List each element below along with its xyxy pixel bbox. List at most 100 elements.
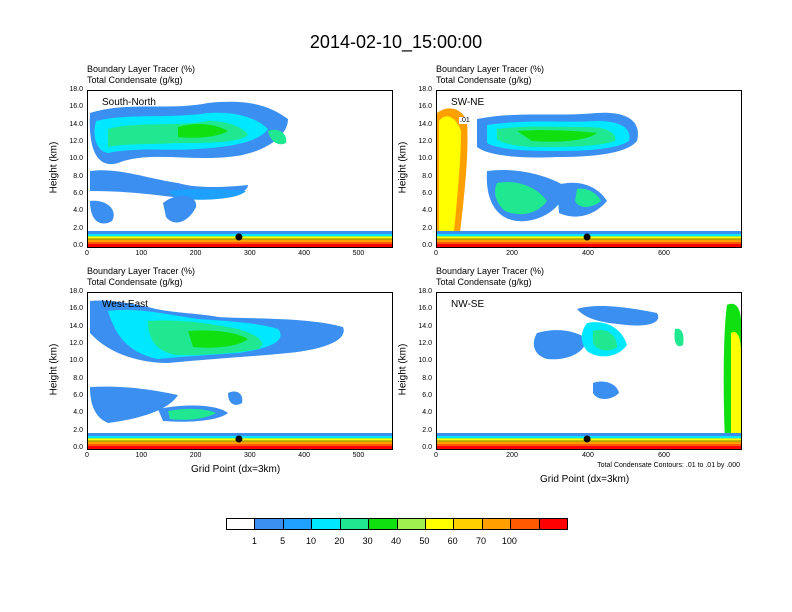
y-tick-label: 18.0 — [69, 288, 83, 295]
y-tick-label: 2.0 — [73, 224, 83, 232]
y-axis-label: Height (km) — [397, 343, 409, 396]
colorbar-cell — [340, 519, 370, 529]
y-tick-label: 18.0 — [418, 86, 432, 93]
y-tick-label: 16.0 — [418, 305, 432, 313]
x-tick-label: 0 — [85, 250, 89, 257]
location-marker — [235, 233, 243, 241]
location-marker — [583, 435, 591, 443]
x-tick-label: 200 — [189, 452, 202, 459]
colorbar-cell — [425, 519, 455, 529]
x-tick-label: 0 — [434, 452, 438, 459]
condensate-region — [575, 188, 601, 207]
y-axis-label: Height (km) — [397, 141, 409, 194]
y-tick-label: 12.0 — [418, 340, 432, 347]
colorbar-cell — [283, 519, 313, 529]
panel-svg — [437, 303, 741, 449]
panel-header-tracer: Boundary Layer Tracer (%) — [87, 64, 196, 74]
y-tick-label: 14.0 — [69, 322, 83, 330]
panel-svg — [88, 300, 392, 449]
location-marker — [235, 435, 243, 443]
y-tick-label: 0.0 — [422, 444, 432, 451]
colorbar-label: 50 — [419, 536, 430, 546]
y-tick-label: 8.0 — [422, 172, 432, 180]
y-tick-label: 14.0 — [418, 322, 432, 330]
condensate-region — [593, 329, 617, 351]
panel-header-tracer: Boundary Layer Tracer (%) — [87, 266, 196, 276]
boundary-layer-band — [88, 244, 392, 247]
y-tick-label: 6.0 — [422, 392, 432, 399]
condensate-region — [731, 331, 741, 443]
condensate-region — [90, 386, 178, 423]
y-tick-label: 18.0 — [69, 86, 83, 93]
y-tick-label: 12.0 — [418, 138, 432, 145]
y-tick-label: 0.0 — [73, 444, 83, 451]
panel-header-condensate: Total Condensate (g/kg) — [87, 277, 183, 287]
boundary-layer-band — [437, 244, 741, 247]
condensate-region — [268, 129, 287, 145]
y-tick-label: 10.0 — [418, 357, 432, 365]
colorbar-cell — [511, 519, 540, 529]
colorbar-cell — [369, 519, 398, 529]
y-tick-label: 6.0 — [73, 392, 83, 399]
panel-header-tracer: Boundary Layer Tracer (%) — [436, 64, 545, 74]
colorbar-label: 1 — [251, 536, 257, 546]
panel-header-tracer: Boundary Layer Tracer (%) — [436, 266, 545, 276]
y-tick-label: 4.0 — [422, 409, 432, 417]
contour-label: .01 — [459, 117, 471, 124]
panel-svg — [437, 108, 741, 247]
x-tick-label: 500 — [352, 452, 365, 459]
x-tick-label: 200 — [506, 250, 518, 257]
boundary-layer-band — [88, 446, 392, 449]
colorbar-label: 5 — [280, 536, 286, 546]
y-tick-label: 18.0 — [418, 288, 432, 295]
condensate-region — [517, 130, 597, 142]
colorbar-cell — [539, 519, 568, 529]
y-tick-label: 0.0 — [73, 242, 83, 249]
y-tick-label: 8.0 — [73, 172, 83, 180]
condensate-region — [593, 381, 619, 399]
colorbar-label: 20 — [334, 536, 345, 546]
y-tick-label: 10.0 — [418, 155, 432, 163]
colorbar-cell — [227, 519, 256, 529]
y-tick-label: 16.0 — [69, 103, 83, 111]
chart-title: 2014-02-10_15:00:00 — [309, 32, 483, 52]
y-tick-label: 16.0 — [418, 103, 432, 111]
x-tick-label: 500 — [352, 250, 365, 257]
panel-name: NW-SE — [451, 299, 485, 310]
condensate-region — [188, 330, 248, 348]
y-axis-label: Height (km) — [48, 141, 60, 194]
y-tick-label: 10.0 — [69, 155, 83, 163]
panel-plot-west-east: West-East — [87, 292, 393, 450]
x-tick-label: 600 — [658, 452, 670, 459]
y-tick-label: 8.0 — [73, 374, 83, 382]
y-tick-label: 6.0 — [422, 190, 432, 197]
x-tick-label: 0 — [85, 452, 89, 459]
boundary-layer-band — [437, 446, 741, 449]
x-tick-label: 100 — [135, 250, 148, 257]
panel-header: Boundary Layer Tracer (%) Total Condensat… — [87, 64, 195, 86]
x-axis-label: Grid Point (dx=3km) — [191, 464, 281, 475]
x-tick-label: 200 — [506, 452, 518, 459]
condensate-region — [228, 391, 243, 405]
condensate-region — [495, 181, 547, 215]
panel-header: Boundary Layer Tracer (%) Total Condensat… — [436, 266, 544, 288]
panel-header-condensate: Total Condensate (g/kg) — [436, 277, 532, 287]
colorbar-label: 10 — [305, 536, 316, 546]
x-tick-label: 600 — [658, 250, 670, 257]
panel-svg — [88, 101, 392, 247]
y-tick-label: 14.0 — [418, 120, 432, 128]
condensate-region — [163, 195, 197, 223]
panel-header-condensate: Total Condensate (g/kg) — [436, 75, 532, 85]
y-tick-label: 4.0 — [422, 207, 432, 215]
panel-header: Boundary Layer Tracer (%) Total Condensat… — [436, 64, 544, 86]
panel-name: South-North — [102, 97, 156, 108]
colorbar-cell — [312, 519, 341, 529]
colorbar-cell — [397, 519, 426, 529]
y-tick-label: 8.0 — [422, 374, 432, 382]
x-tick-label: 100 — [135, 452, 148, 459]
x-tick-label: 400 — [298, 250, 310, 257]
colorbar-label: 40 — [390, 536, 401, 546]
colorbar-label: 70 — [475, 536, 486, 546]
x-tick-label: 400 — [298, 452, 310, 459]
colorbar-label: 30 — [362, 536, 373, 546]
